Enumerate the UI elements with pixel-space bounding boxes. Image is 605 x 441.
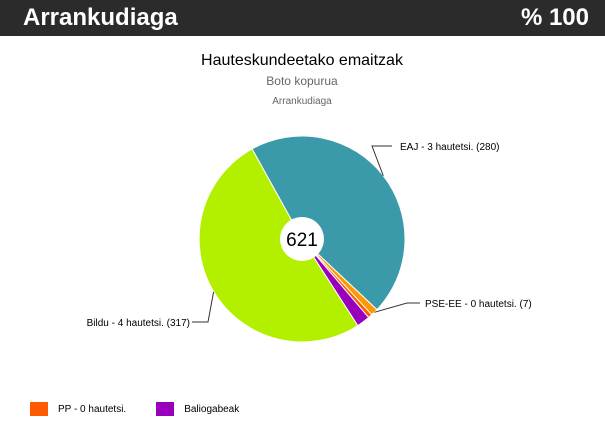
legend-swatch-baliogabeak: [156, 402, 175, 416]
slice-label-0: EAJ - 3 hautetsi. (280): [400, 142, 500, 153]
center-total: 621: [286, 230, 318, 251]
legend-label-baliogabeak: Baliogabeak: [184, 403, 240, 415]
legend-label-pp: PP - 0 hautetsi.: [58, 403, 127, 415]
center-disc: [280, 217, 324, 261]
leader-line-0: [371, 145, 392, 176]
pie-slices: [198, 135, 406, 343]
slice-label-1: PSE-EE - 0 hautetsi. (7): [425, 299, 532, 310]
percent-counted: % 100: [520, 4, 589, 31]
slice-label-4: Bildu - 4 hautetsi. (317): [87, 318, 190, 329]
chart-subtitle: Boto kopurua: [266, 74, 338, 88]
pie-slice-0: [251, 135, 406, 311]
pie-labels: EAJ - 3 hautetsi. (280) PSE-EE - 0 hautet…: [87, 142, 532, 329]
header-bar: Arrankudiaga % 100: [0, 0, 605, 36]
chart-caption: Arrankudiaga: [272, 96, 332, 107]
legend-item-baliogabeak: Baliogabeak: [156, 402, 239, 416]
pie-slice-4: [198, 148, 359, 343]
legend-swatch-pp: [30, 402, 48, 416]
legend-item-pp: PP - 0 hautetsi.: [30, 402, 126, 416]
leader-line-1: [374, 302, 420, 313]
place-name: Arrankudiaga: [23, 4, 178, 31]
chart-title: Hauteskundeetako emaitzak: [201, 52, 404, 69]
legend: PP - 0 hautetsi. Baliogabeak: [30, 400, 269, 418]
pie-chart: Hauteskundeetako emaitzak Boto kopurua A…: [87, 52, 532, 343]
leader-line-4: [192, 291, 215, 323]
